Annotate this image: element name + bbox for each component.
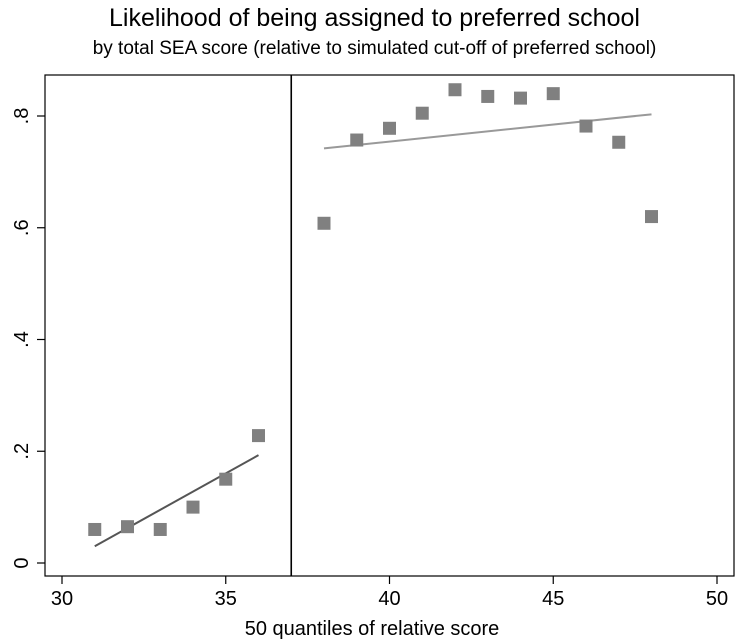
data-point (448, 83, 462, 97)
data-point (88, 522, 102, 536)
y-tick-label: 0 (11, 557, 33, 568)
data-point (514, 91, 527, 105)
data-point (153, 522, 167, 536)
x-tick-label: 45 (542, 588, 564, 610)
data-point (579, 119, 593, 133)
plot-area-frame (44, 74, 735, 577)
chart-title: Likelihood of being assigned to preferre… (109, 4, 640, 32)
y-tick-label: .4 (11, 331, 33, 348)
x-tick-label: 30 (51, 588, 73, 610)
y-tick-label: .8 (11, 108, 33, 125)
x-tick-label: 35 (215, 588, 237, 610)
data-point (415, 106, 429, 120)
data-point (252, 429, 265, 443)
y-tick-label: .2 (11, 443, 33, 460)
y-tick-label: .6 (11, 219, 33, 236)
data-point (612, 135, 626, 149)
x-tick-label: 40 (378, 588, 400, 610)
fit-line (323, 113, 652, 150)
x-tick-label: 50 (706, 588, 728, 610)
data-point (219, 472, 233, 486)
data-point (317, 216, 331, 230)
x-axis-label: 50 quantiles of relative score (245, 618, 500, 640)
data-point (481, 89, 495, 103)
data-point (121, 520, 134, 534)
data-point (186, 500, 200, 514)
data-point (383, 121, 396, 135)
data-point (546, 87, 560, 101)
data-point (645, 210, 658, 224)
chart-subtitle: by total SEA score (relative to simulate… (92, 38, 657, 59)
data-point (350, 133, 364, 147)
fit-line (94, 454, 259, 548)
